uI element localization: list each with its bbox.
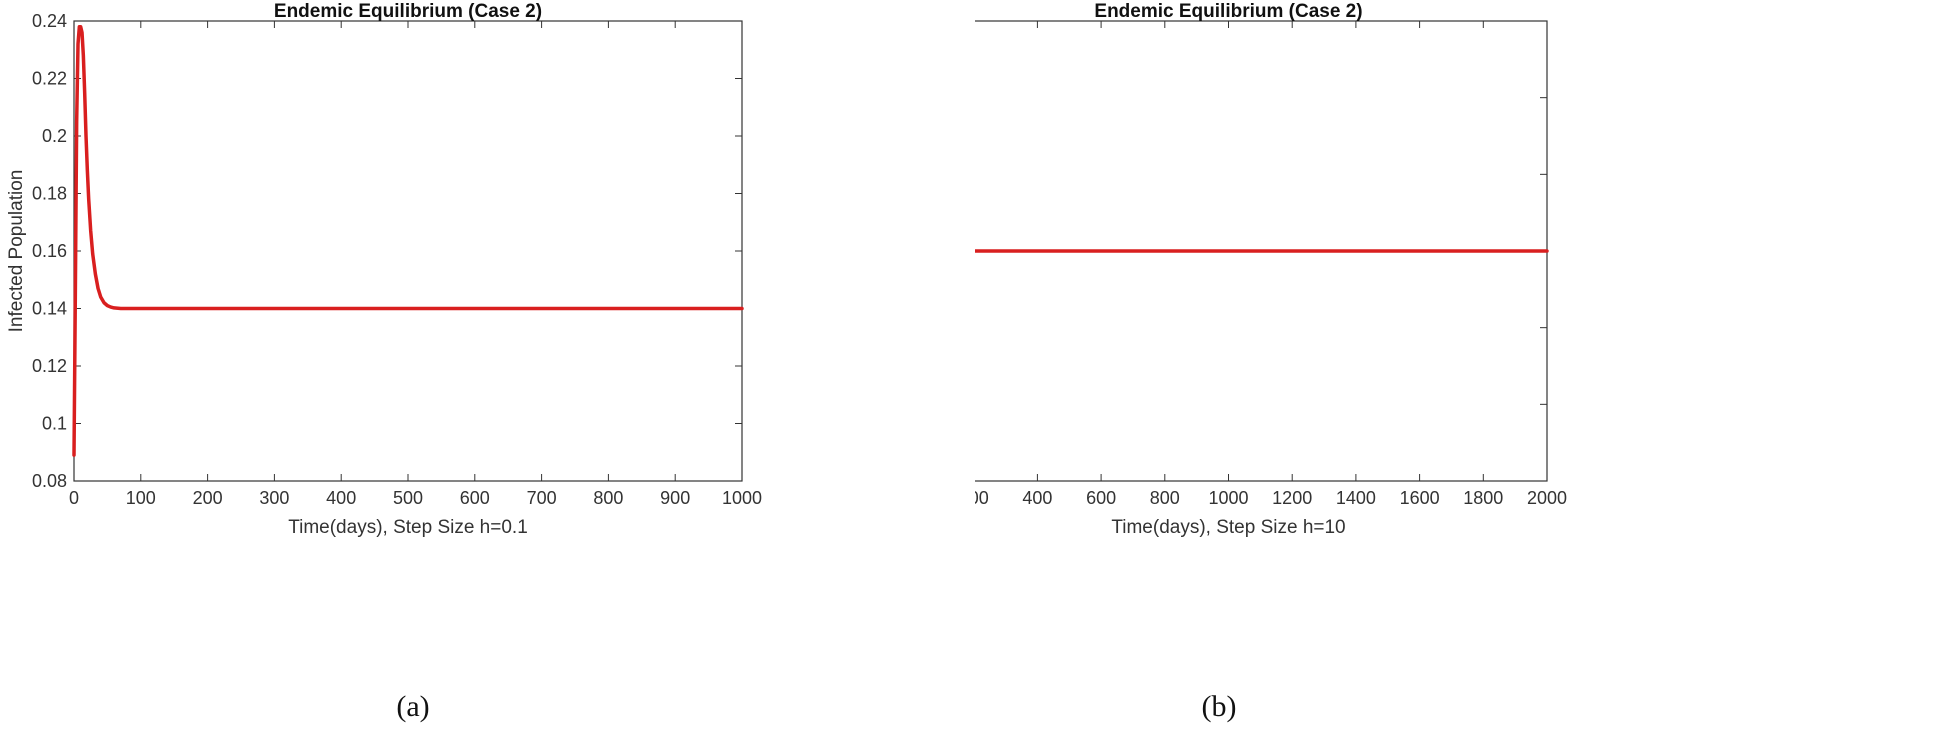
x-tick-label: 800 (1150, 488, 1180, 508)
y-tick-label: 0.14 (32, 299, 67, 319)
x-tick-label: 700 (527, 488, 557, 508)
x-tick-label: 400 (326, 488, 356, 508)
caption-b: (b) (1201, 690, 1237, 723)
x-tick-label: 1400 (1336, 488, 1376, 508)
x-tick-label: 400 (1022, 488, 1052, 508)
x-axis-label: Time(days), Step Size h=0.1 (288, 517, 528, 538)
y-axis-label: Infected Population (6, 170, 27, 333)
y-tick-label: 0.2 (42, 126, 67, 146)
series-line (975, 249, 1549, 253)
y-tick-label: 0.22 (32, 69, 67, 89)
plot-area (73, 20, 743, 482)
x-axis-label: Time(days), Step Size h=10 (1111, 517, 1345, 538)
y-tick-label: 0.12 (32, 356, 67, 376)
x-tick-label: 300 (259, 488, 289, 508)
x-tick-label: 1200 (1272, 488, 1312, 508)
x-tick-label: 0 (69, 488, 79, 508)
y-tick-label: 0.16 (32, 241, 67, 261)
chart-b-svg: Endemic Equilibrium (Case 2)020040060080… (975, 1, 1567, 538)
x-tick-label: 500 (393, 488, 423, 508)
x-tick-label: 900 (660, 488, 690, 508)
x-tick-label: 1000 (1208, 488, 1248, 508)
x-tick-label: 100 (126, 488, 156, 508)
x-tick-label: 2000 (1527, 488, 1567, 508)
y-tick-label: 0.18 (32, 184, 67, 204)
series-line (72, 25, 744, 457)
x-tick-label: 1000 (722, 488, 762, 508)
caption-a: (a) (396, 690, 430, 723)
chart-a-svg: Endemic Equilibrium (Case 2) 0 100 200 300 40… (6, 1, 762, 538)
y-tick-label: 0.24 (32, 11, 67, 31)
x-tick-label: 200 (193, 488, 223, 508)
y-tick-label: 0.08 (32, 471, 67, 491)
x-tick-label: 1600 (1400, 488, 1440, 508)
x-tick-label: 200 (975, 488, 989, 508)
chart-panel-a: Endemic Equilibrium (Case 2) 0 100 200 300 40… (6, 1, 762, 723)
x-tick-label: 1800 (1463, 488, 1503, 508)
chart-panel-b: Endemic Equilibrium (Case 2)020040060080… (975, 0, 1950, 739)
x-tick-label: 600 (1086, 488, 1116, 508)
chart-title: Endemic Equilibrium (Case 2) (1094, 1, 1362, 22)
x-tick-label: 600 (460, 488, 490, 508)
chart-title: Endemic Equilibrium (Case 2) (274, 1, 542, 22)
x-tick-label: 800 (593, 488, 623, 508)
y-tick-label: 0.1 (42, 414, 67, 434)
